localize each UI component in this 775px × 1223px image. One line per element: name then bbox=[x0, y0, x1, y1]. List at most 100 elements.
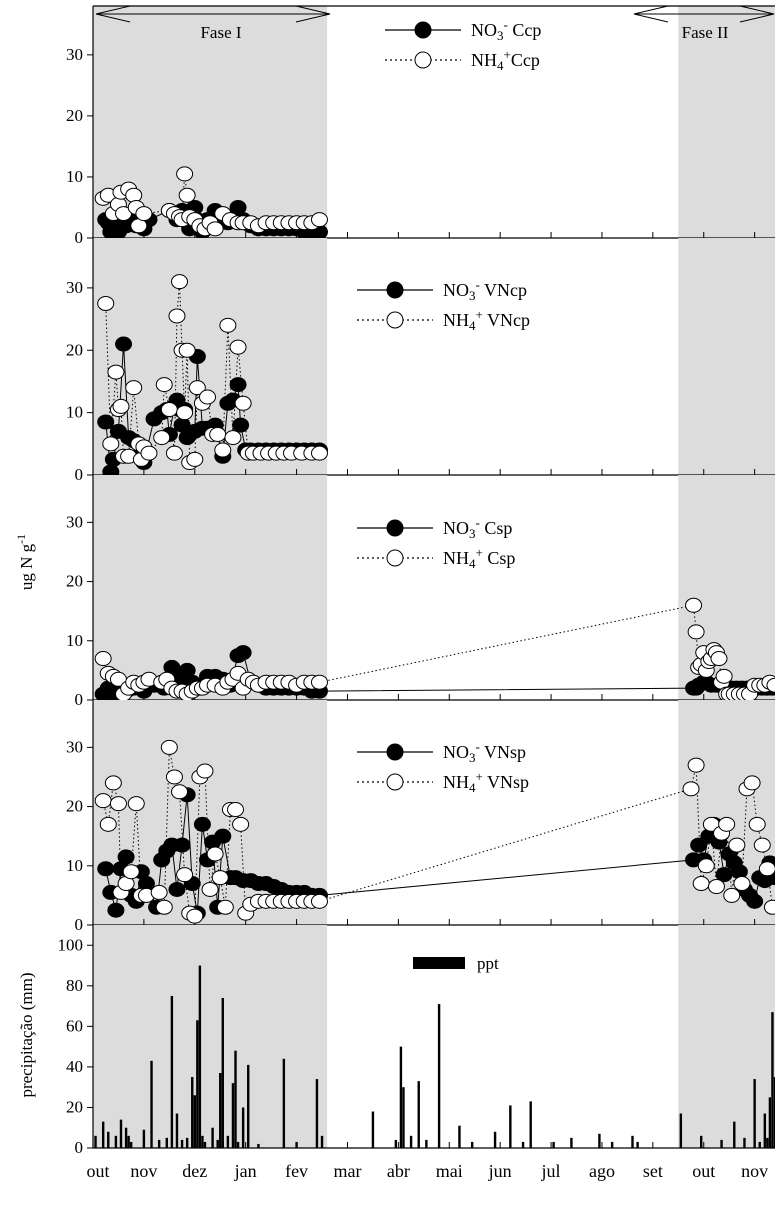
nh4-point bbox=[160, 402, 178, 418]
legend-label-nh4: NH4+ VNcp bbox=[443, 307, 530, 333]
ppt-bar bbox=[758, 1141, 761, 1148]
legend-sup: + bbox=[476, 307, 483, 322]
no3-point bbox=[173, 837, 191, 853]
ppt-bar bbox=[196, 1020, 199, 1148]
nh4-point bbox=[206, 221, 224, 237]
y-tick-label: 30 bbox=[66, 737, 83, 756]
y-tick-label: 100 bbox=[58, 935, 84, 954]
legend-marker-no3 bbox=[386, 743, 404, 761]
legend-marker-no3 bbox=[386, 281, 404, 299]
nh4-point bbox=[176, 867, 194, 883]
month-label: out bbox=[692, 1161, 715, 1181]
legend-swatch-ppt bbox=[413, 957, 465, 969]
no3-point bbox=[97, 861, 115, 877]
nh4-point bbox=[692, 876, 710, 892]
legend-sup: - bbox=[476, 277, 480, 292]
legend-prefix: NH bbox=[443, 548, 469, 568]
y-tick-label: 30 bbox=[66, 512, 83, 531]
legend-sup: + bbox=[476, 545, 483, 560]
nh4-point bbox=[99, 816, 117, 832]
ppt-bar bbox=[282, 1058, 286, 1148]
y-tick-label: 0 bbox=[75, 228, 84, 247]
legend-suffix: VNsp bbox=[480, 742, 526, 762]
y-tick-label: 40 bbox=[66, 1057, 83, 1076]
legend-marker-nh4 bbox=[386, 773, 404, 791]
ppt-bar bbox=[101, 1121, 105, 1148]
nh4-point bbox=[728, 837, 746, 853]
legend-marker-no3 bbox=[414, 21, 432, 39]
nh4-point bbox=[310, 445, 328, 461]
y-tick-label: 20 bbox=[66, 797, 83, 816]
month-label: nov bbox=[741, 1161, 768, 1181]
nh4-point bbox=[168, 308, 186, 324]
ppt-bar bbox=[203, 1141, 207, 1148]
legend-sub: 3 bbox=[469, 288, 476, 303]
nh4-point bbox=[178, 187, 196, 203]
nh4-point bbox=[310, 893, 328, 909]
nh4-point bbox=[125, 380, 143, 396]
ppt-bar bbox=[185, 1137, 189, 1148]
legend-sub: 3 bbox=[497, 28, 504, 43]
y-tick-label: 60 bbox=[66, 1016, 83, 1035]
panel-precipitacao: 0 20 40 60 80 100 ppt bbox=[58, 925, 775, 1157]
ppt-bar bbox=[570, 1137, 573, 1148]
ppt-bar bbox=[733, 1121, 736, 1148]
no3-point bbox=[168, 881, 186, 897]
ppt-bar bbox=[529, 1101, 532, 1148]
ppt-bar bbox=[493, 1131, 497, 1148]
y-tick-label: 10 bbox=[66, 856, 83, 875]
no3-point bbox=[97, 414, 115, 430]
nh4-point bbox=[310, 674, 328, 690]
nh4-point bbox=[209, 426, 227, 442]
y-axis-label: ug N g-1 bbox=[14, 534, 36, 590]
month-label: fev bbox=[285, 1161, 308, 1181]
ppt-bar bbox=[170, 995, 174, 1148]
ppt-bar bbox=[720, 1139, 723, 1148]
nh4-point bbox=[733, 876, 751, 892]
nh4-point bbox=[718, 816, 736, 832]
legend-prefix: NH bbox=[443, 310, 469, 330]
ppt-bar bbox=[150, 1060, 153, 1148]
month-label: out bbox=[86, 1161, 109, 1181]
ppt-bar bbox=[295, 1141, 298, 1148]
nh4-point bbox=[687, 757, 705, 773]
nh4-point bbox=[122, 864, 140, 880]
ppt-bar bbox=[700, 1135, 703, 1148]
ppt-bar bbox=[211, 1127, 214, 1148]
legend-suffix: VNcp bbox=[483, 310, 530, 330]
no3-point bbox=[232, 417, 250, 433]
legend-marker-nh4 bbox=[414, 51, 432, 69]
y-tick-label: 80 bbox=[66, 976, 83, 995]
nh4-point bbox=[97, 295, 115, 311]
y-axis-label-sup: -1 bbox=[14, 534, 28, 544]
legend-label-nh4: NH4+ VNsp bbox=[443, 769, 529, 795]
ppt-bar bbox=[191, 1077, 194, 1148]
no3-point bbox=[690, 837, 708, 853]
phase-label-fase-i: Fase I bbox=[200, 23, 241, 42]
phase-label-fase-ii: Fase II bbox=[682, 23, 729, 42]
phase-shading bbox=[93, 925, 328, 1148]
ppt-bar bbox=[221, 997, 224, 1148]
ppt-bar bbox=[521, 1141, 525, 1148]
no3-point bbox=[193, 816, 211, 832]
ppt-bar bbox=[631, 1135, 634, 1148]
nh4-point bbox=[150, 884, 168, 900]
ppt-bar bbox=[771, 1012, 774, 1148]
ppt-bar bbox=[458, 1125, 461, 1148]
ppt-bar bbox=[371, 1111, 375, 1148]
ppt-bar bbox=[234, 1050, 237, 1148]
legend-suffix: Ccp bbox=[508, 20, 542, 40]
nh4-point bbox=[165, 769, 183, 785]
nh4-point bbox=[707, 879, 725, 895]
nh4-point bbox=[710, 651, 728, 667]
ppt-bar bbox=[193, 1095, 196, 1148]
ppt-bar bbox=[552, 1141, 555, 1148]
phase-shading bbox=[678, 238, 775, 475]
ppt-bar bbox=[165, 1137, 168, 1148]
ppt-bar bbox=[231, 1083, 235, 1148]
ppt-bar bbox=[679, 1113, 683, 1148]
ppt-bar bbox=[219, 1072, 222, 1148]
ppt-bar bbox=[399, 1046, 403, 1148]
